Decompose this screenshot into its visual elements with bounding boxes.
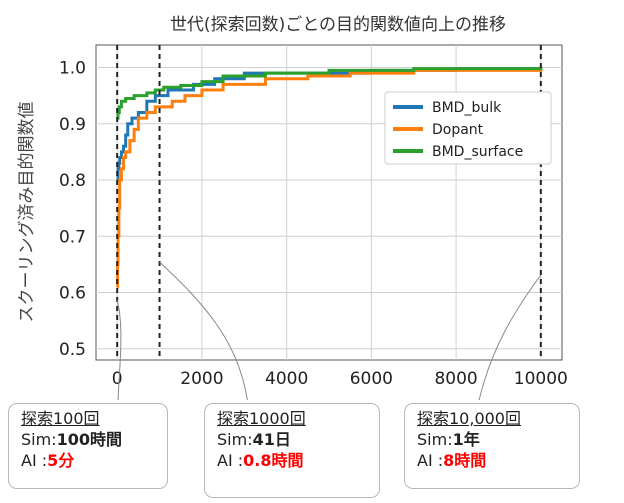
x-tick-label: 8000: [434, 369, 477, 389]
series-line-bmd-surface: [116, 67, 543, 120]
ai-label: AI :: [417, 451, 444, 470]
ai-label: AI :: [217, 451, 244, 470]
ai-value: 0.8時間: [243, 451, 304, 470]
callout-header: 探索100回: [21, 409, 100, 428]
x-tick-label: 0: [112, 369, 123, 389]
y-tick-label: 0.9: [59, 115, 86, 135]
callout-10000: 探索10,000回 Sim:1年 AI :8時間: [404, 403, 580, 489]
legend-label: BMD_surface: [432, 144, 523, 160]
x-tick-label: 10000: [514, 369, 568, 389]
callout-sim-row: Sim:1年: [417, 429, 567, 450]
sim-label: Sim:: [217, 430, 253, 449]
sim-value: 100時間: [56, 430, 122, 449]
callout-100: 探索100回 Sim:100時間 AI :5分: [8, 403, 168, 489]
chart-svg: 世代(探索回数)ごとの目的関数値向上の推移 スクーリング済み目的関数値 0 200…: [17, 15, 568, 400]
chart-title: 世代(探索回数)ごとの目的関数値向上の推移: [170, 15, 506, 35]
y-axis-label: スクーリング済み目的関数値: [17, 102, 37, 323]
y-tick-label: 1.0: [59, 59, 86, 79]
callout-ai-row: AI :5分: [21, 450, 155, 471]
callout-1000: 探索1000回 Sim:41日 AI :0.8時間: [204, 403, 380, 498]
x-tick-label: 2000: [180, 369, 223, 389]
series-line-dopant: [116, 67, 543, 289]
callout-header: 探索10,000回: [417, 409, 521, 428]
legend-box: [384, 91, 552, 165]
y-tick-label: 0.8: [59, 171, 86, 191]
sim-value: 41日: [252, 430, 291, 449]
ai-value: 8時間: [443, 451, 487, 470]
y-tick-label: 0.5: [59, 340, 86, 360]
x-tick-label: 6000: [350, 369, 393, 389]
y-tick-label: 0.7: [59, 227, 86, 247]
ai-value: 5分: [47, 451, 75, 470]
callout-ai-row: AI :8時間: [417, 450, 567, 471]
callout-connector: [159, 261, 248, 400]
sim-label: Sim:: [417, 430, 453, 449]
callout-connector: [116, 299, 122, 400]
x-tick-label: 4000: [265, 369, 308, 389]
callout-header: 探索1000回: [217, 409, 306, 428]
sim-value: 1年: [452, 430, 480, 449]
callout-sim-row: Sim:100時間: [21, 429, 155, 450]
legend-label: BMD_bulk: [432, 100, 502, 116]
callout-connector: [478, 274, 542, 400]
callout-sim-row: Sim:41日: [217, 429, 367, 450]
sim-label: Sim:: [21, 430, 57, 449]
ai-label: AI :: [21, 451, 48, 470]
callout-ai-row: AI :0.8時間: [217, 450, 367, 471]
y-tick-label: 0.6: [59, 284, 86, 304]
plot-area: 0 2000 4000 6000 8000 10000 0.5 0.6 0.7 0.8 0.9 1.0…: [59, 44, 568, 400]
legend-label: Dopant: [432, 122, 484, 138]
